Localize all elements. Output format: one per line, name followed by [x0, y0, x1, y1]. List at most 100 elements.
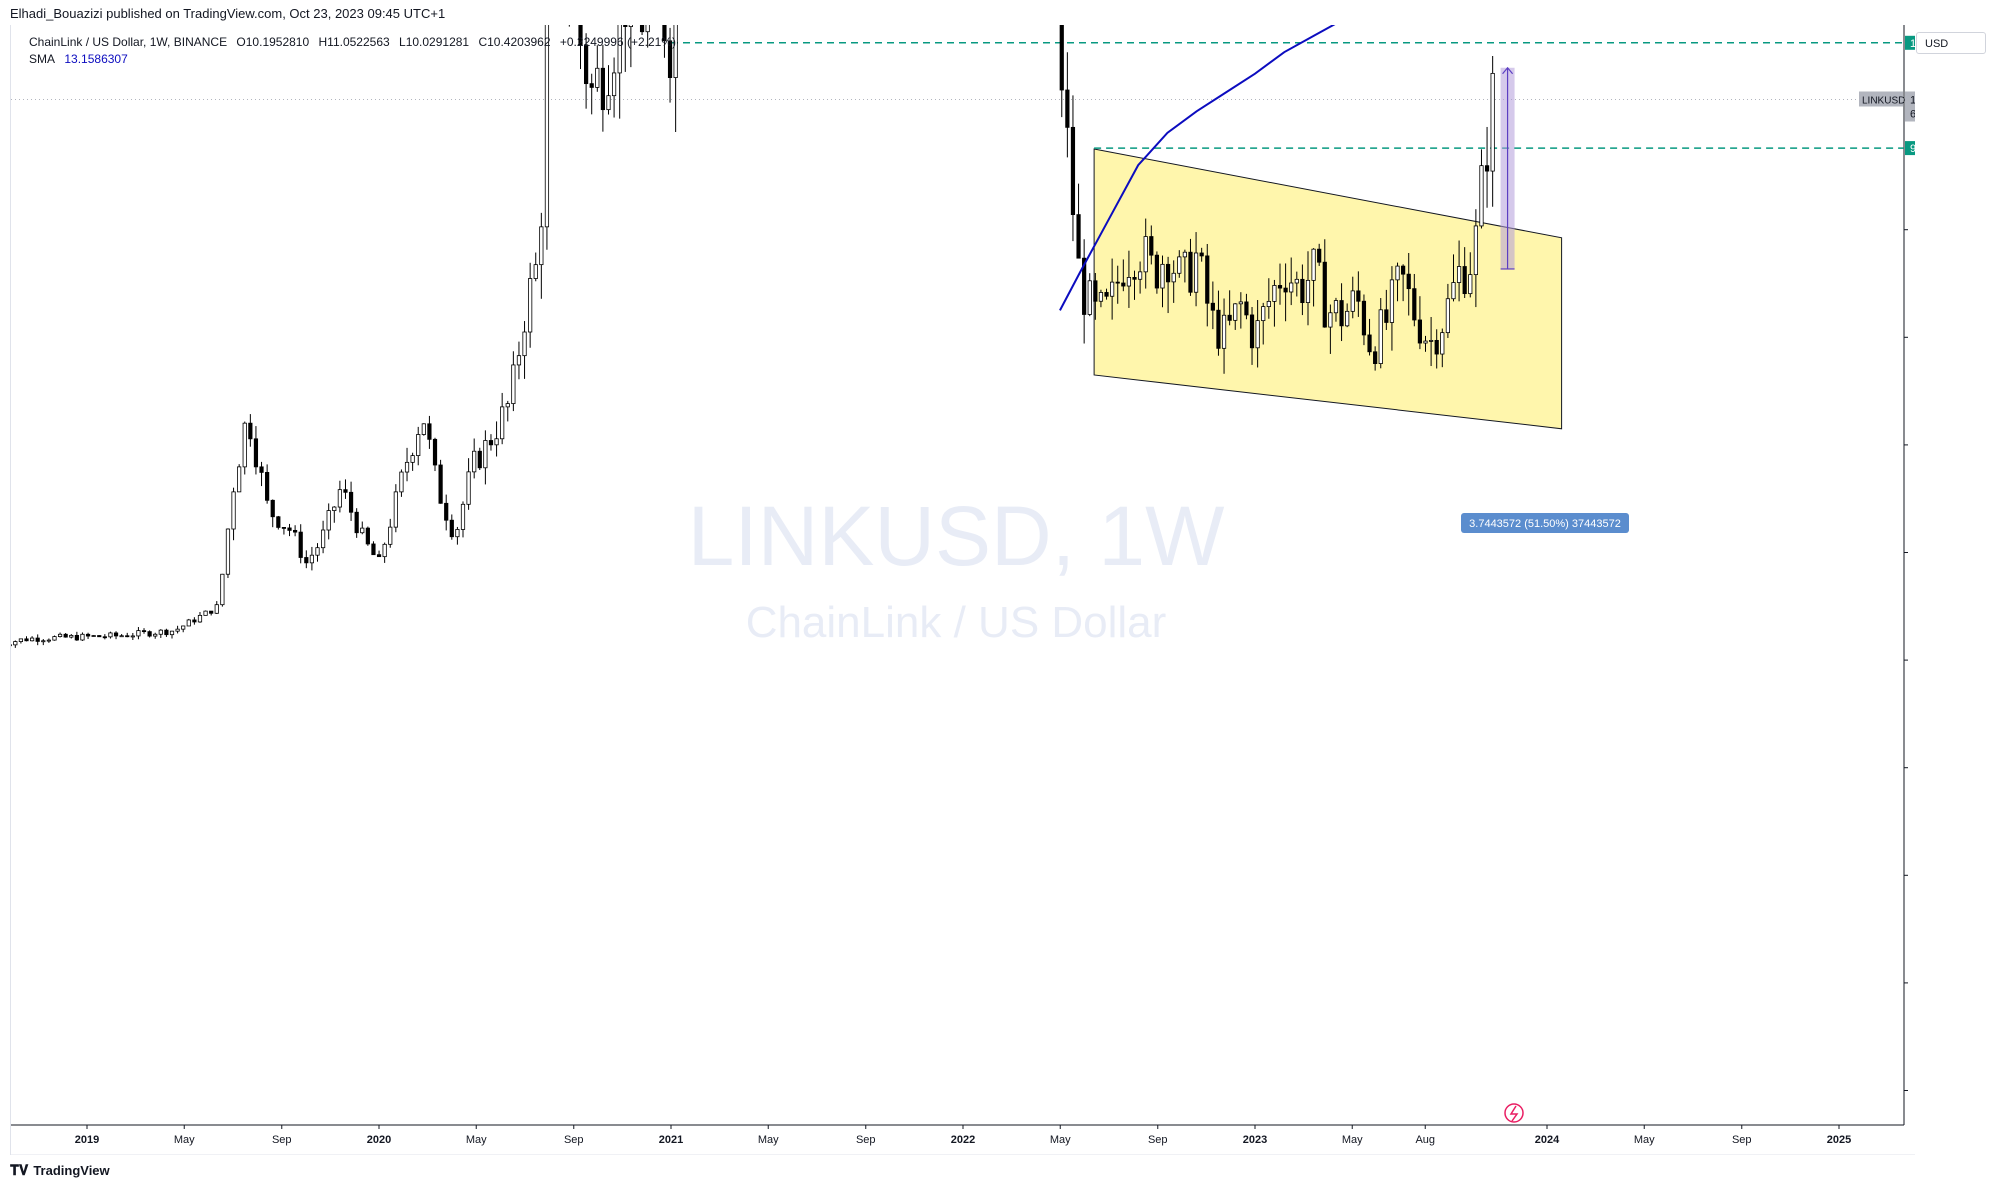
legend-open: O10.1952810	[236, 35, 310, 49]
candle-body	[1395, 265, 1400, 281]
candle-body	[1300, 278, 1305, 304]
candle-body	[30, 637, 35, 642]
sma-legend[interactable]: SMA 13.1586307	[29, 52, 134, 66]
time-tick-label: 2023	[1243, 1134, 1267, 1146]
candle-body	[1193, 252, 1199, 293]
candle-body	[1417, 319, 1423, 344]
candle-body	[1373, 351, 1378, 364]
tradingview-logo-icon: 𝐓𝐕	[10, 1162, 29, 1178]
upper-dash-price-tag-text: 11.4739361	[1910, 38, 1915, 50]
candle-body	[1451, 282, 1456, 300]
time-tick-label: 2022	[951, 1134, 975, 1146]
lower-dash-price-tag[interactable]: 9.5168699	[1905, 141, 1915, 156]
candle-body	[1171, 272, 1176, 283]
candle-body	[1188, 251, 1193, 293]
candle-body	[466, 471, 471, 505]
price-range-label[interactable]: 3.7443572 (51.50%) 37443572	[1461, 513, 1629, 533]
candle-body	[225, 528, 231, 575]
alert-lightning-icon[interactable]	[1504, 1103, 1524, 1123]
candle-body	[52, 636, 57, 641]
candle-body	[1384, 309, 1389, 323]
watermark-symbol: LINKUSD, 1W	[688, 489, 1225, 583]
candle-body	[1115, 281, 1120, 284]
candle-body	[460, 503, 466, 530]
candle-body	[41, 640, 46, 643]
candle-body	[197, 614, 203, 623]
candle-body	[304, 557, 309, 564]
candle-body	[270, 499, 275, 518]
candle-body	[393, 491, 398, 528]
time-tick-label: May	[466, 1134, 487, 1146]
time-tick-label: 2021	[659, 1134, 683, 1146]
candle-body	[595, 67, 600, 88]
candle-body	[80, 633, 85, 641]
time-axis[interactable]: 2019 May Sep 2020 May Sep 2021 May Sep 2022 May Sep…	[75, 1125, 1851, 1146]
candle-body	[276, 516, 281, 528]
candle-body	[533, 264, 538, 279]
candle-body	[1177, 256, 1182, 274]
candle-body	[427, 423, 432, 440]
candle-body	[1406, 273, 1411, 290]
candle-body	[309, 554, 315, 564]
candle-body	[611, 72, 617, 97]
candle-body	[24, 638, 29, 642]
candle-body	[125, 635, 130, 638]
candle-body	[1272, 285, 1277, 302]
upper-dash-price-tag[interactable]: 11.4739361	[1905, 35, 1915, 50]
candle-body	[203, 610, 208, 616]
legend-close: C10.4203962	[478, 35, 551, 49]
candle-body	[667, 40, 673, 78]
candle-body	[57, 633, 63, 638]
candle-body	[438, 464, 443, 504]
candle-body	[108, 632, 113, 638]
ohlc-legend: ChainLink / US Dollar, 1W, BINANCE O10.1…	[29, 35, 682, 49]
candle-body	[365, 527, 370, 545]
candle-body	[494, 438, 499, 446]
candle-body	[1468, 274, 1473, 295]
candle-body	[388, 526, 393, 545]
tradingview-logo[interactable]: 𝐓𝐕 TradingView	[10, 1162, 110, 1179]
candle-body	[1350, 290, 1355, 312]
candle-body	[1221, 314, 1227, 349]
candle-body	[1238, 301, 1243, 305]
candle-body	[1305, 279, 1311, 304]
time-tick-label: Sep	[564, 1134, 584, 1146]
time-tick-label: May	[1342, 1134, 1363, 1146]
candle-body	[1434, 339, 1439, 355]
candle-body	[214, 604, 219, 614]
candle-body	[511, 364, 516, 405]
descending-channel[interactable]	[1093, 148, 1563, 430]
candle-body	[186, 619, 191, 627]
chart-area[interactable]: LINKUSD, 1W ChainLink / US Dollar 3.744357…	[10, 25, 1915, 1155]
sma-line[interactable]	[1059, 25, 1492, 311]
candle-body	[645, 25, 650, 33]
last-price-tag[interactable]: 10.4203962 6d 16h LINKUSD	[1859, 91, 1915, 122]
candle-body	[1445, 298, 1450, 334]
price-range-label-text: 3.7443572 (51.50%) 37443572	[1469, 518, 1621, 530]
last-price-bg	[1905, 91, 1915, 122]
candle-body	[1104, 292, 1109, 297]
candle-body	[360, 527, 365, 534]
time-tick-label: 2019	[75, 1134, 99, 1146]
candle-body	[1076, 214, 1081, 259]
candle-body	[1261, 306, 1266, 322]
candle-body	[1154, 254, 1159, 289]
price-range-arrowhead	[1502, 66, 1514, 75]
candle-body	[343, 489, 348, 493]
price-chart[interactable]: LINKUSD, 1W ChainLink / US Dollar 3.744357…	[11, 25, 1915, 1155]
candle-body	[242, 422, 247, 468]
candle-body	[410, 455, 415, 463]
candle-body	[175, 628, 180, 632]
publisher-caption: Elhadi_Bouazizi published on TradingView…	[10, 6, 446, 21]
candle-body	[1440, 332, 1445, 355]
candle-body	[153, 633, 158, 637]
lower-dash-price-tag-bg	[1905, 141, 1915, 156]
candle-body	[544, 25, 550, 228]
price-axis[interactable]: 28.000000026.000000024.000000022.0000000…	[1904, 25, 1915, 1155]
symbol-tag-bg	[1859, 91, 1903, 107]
candle-body	[326, 510, 331, 531]
currency-button[interactable]: USD	[1916, 32, 1986, 54]
candle-body	[1378, 309, 1383, 364]
legend-symbol[interactable]: ChainLink / US Dollar, 1W, BINANCE	[29, 35, 228, 49]
candle-body	[1093, 280, 1098, 302]
